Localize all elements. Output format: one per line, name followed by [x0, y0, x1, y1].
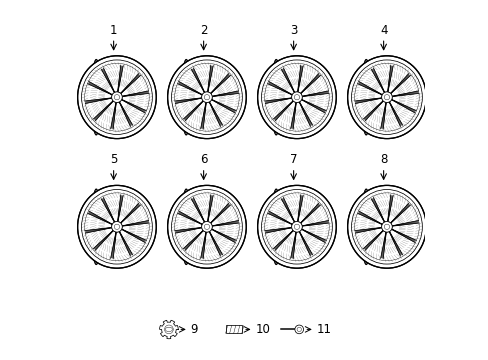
Text: 4: 4 — [379, 24, 386, 37]
Text: 9: 9 — [190, 323, 198, 336]
Ellipse shape — [204, 95, 209, 100]
Text: 2: 2 — [200, 24, 207, 37]
Ellipse shape — [201, 92, 212, 103]
Ellipse shape — [78, 56, 156, 139]
Ellipse shape — [92, 189, 101, 265]
Ellipse shape — [294, 224, 299, 229]
Ellipse shape — [114, 95, 120, 100]
Ellipse shape — [347, 185, 426, 268]
Ellipse shape — [204, 95, 209, 100]
Bar — [225, 325, 241, 333]
Ellipse shape — [111, 221, 122, 232]
Ellipse shape — [294, 95, 299, 100]
Ellipse shape — [384, 224, 389, 229]
Ellipse shape — [201, 221, 212, 232]
Ellipse shape — [294, 95, 299, 100]
Ellipse shape — [257, 185, 336, 268]
Ellipse shape — [291, 221, 302, 232]
Text: 8: 8 — [379, 153, 386, 166]
Ellipse shape — [114, 95, 120, 100]
Text: 11: 11 — [316, 323, 331, 336]
Ellipse shape — [167, 56, 246, 139]
Ellipse shape — [111, 92, 122, 103]
Ellipse shape — [384, 224, 389, 229]
Ellipse shape — [92, 59, 101, 135]
Ellipse shape — [291, 221, 302, 232]
Text: 1: 1 — [110, 24, 117, 37]
Polygon shape — [159, 320, 178, 339]
Ellipse shape — [201, 92, 212, 103]
Ellipse shape — [182, 59, 190, 135]
Text: 3: 3 — [289, 24, 297, 37]
Ellipse shape — [271, 59, 280, 135]
Ellipse shape — [347, 56, 426, 139]
Ellipse shape — [381, 221, 391, 232]
Ellipse shape — [111, 92, 122, 103]
Ellipse shape — [271, 189, 280, 265]
Ellipse shape — [114, 224, 120, 229]
Circle shape — [294, 325, 303, 334]
Ellipse shape — [204, 224, 209, 229]
Ellipse shape — [257, 56, 336, 139]
Text: 7: 7 — [289, 153, 297, 166]
Ellipse shape — [167, 185, 246, 268]
Ellipse shape — [291, 92, 302, 103]
Circle shape — [296, 327, 301, 332]
Ellipse shape — [381, 221, 391, 232]
Ellipse shape — [111, 221, 122, 232]
Ellipse shape — [381, 92, 391, 103]
Ellipse shape — [182, 189, 190, 265]
Ellipse shape — [204, 224, 209, 229]
Ellipse shape — [381, 92, 391, 103]
Ellipse shape — [361, 189, 370, 265]
Ellipse shape — [291, 92, 302, 103]
Ellipse shape — [361, 59, 370, 135]
Ellipse shape — [114, 224, 120, 229]
Ellipse shape — [384, 95, 389, 100]
Text: 10: 10 — [255, 323, 270, 336]
Ellipse shape — [294, 224, 299, 229]
Text: 6: 6 — [200, 153, 207, 166]
Text: 5: 5 — [110, 153, 117, 166]
Ellipse shape — [78, 185, 156, 268]
Circle shape — [164, 325, 173, 334]
Ellipse shape — [201, 221, 212, 232]
Ellipse shape — [384, 95, 389, 100]
